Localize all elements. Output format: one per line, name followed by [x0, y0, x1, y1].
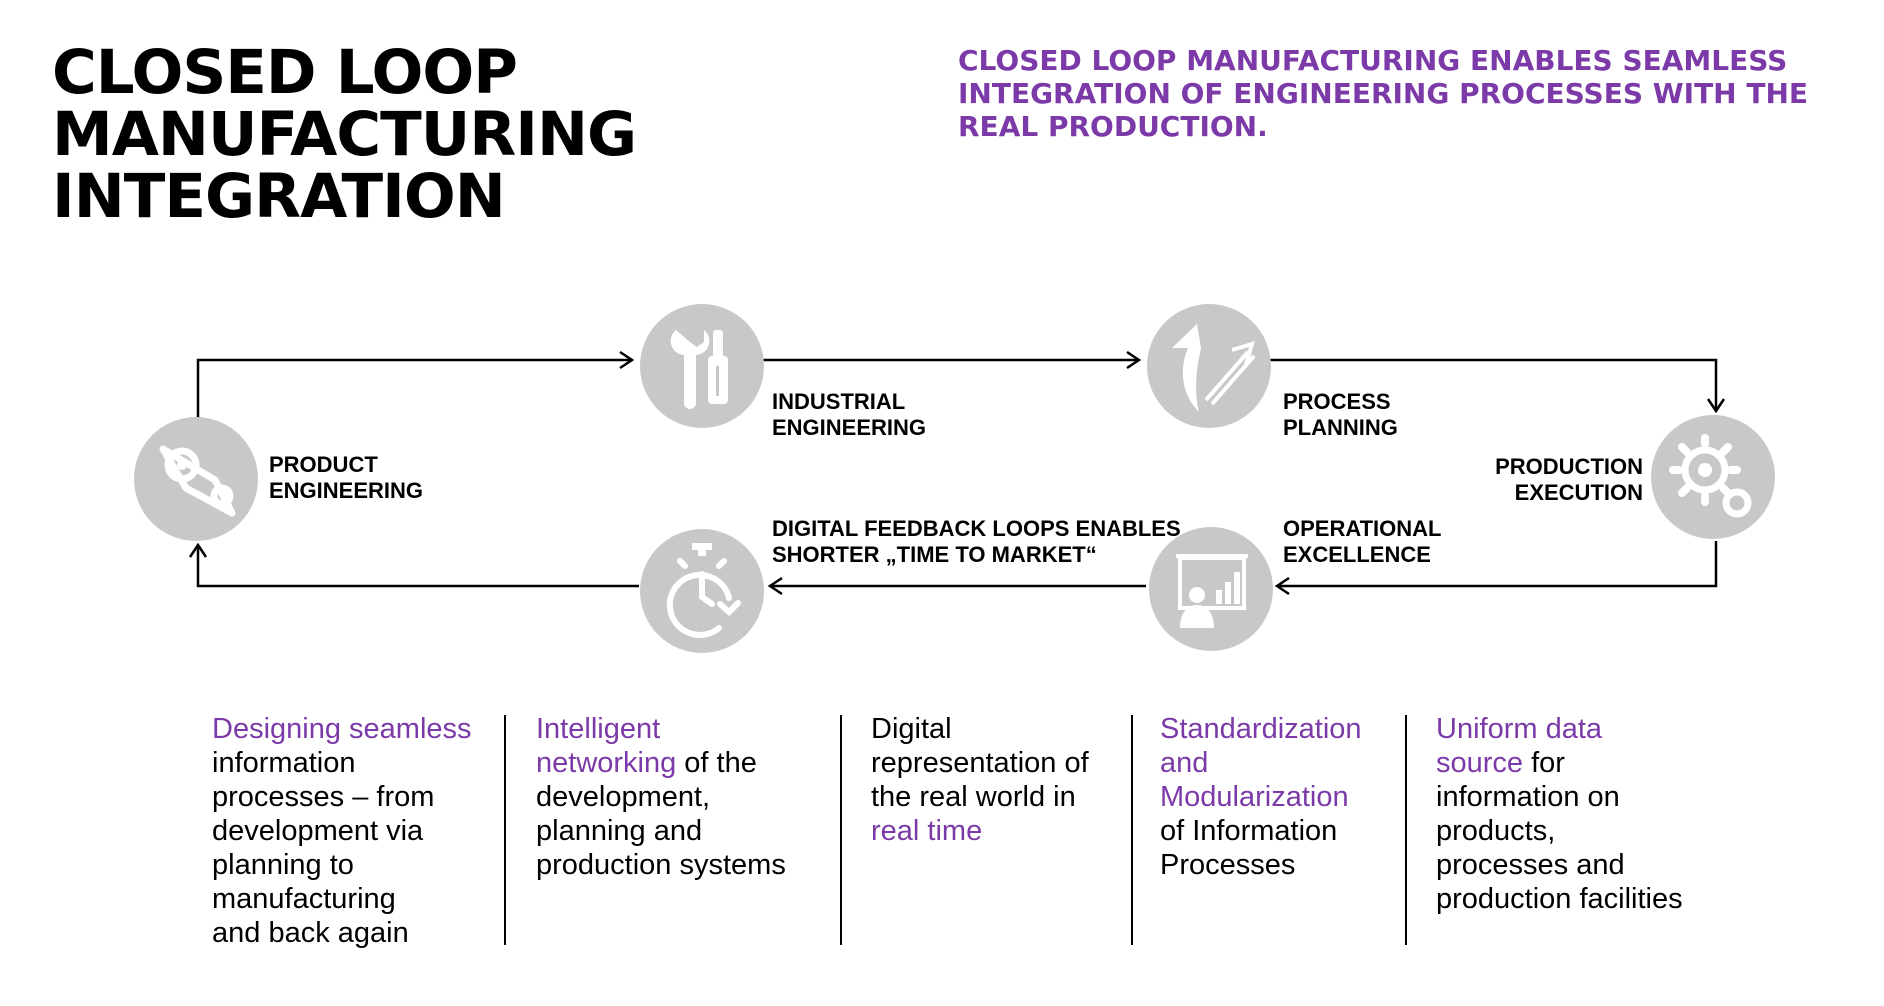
loop-connectors — [188, 350, 1726, 596]
benefit-text: processes – from — [212, 781, 435, 813]
node-label-line: EXECUTION — [1514, 480, 1643, 505]
benefit-text: Processes — [1160, 849, 1296, 881]
node-label-line: DIGITAL FEEDBACK LOOPS ENABLES — [772, 516, 1181, 541]
benefit-text: development via — [212, 815, 424, 847]
node-label-line: OPERATIONAL — [1283, 516, 1442, 541]
node-label-production-execution: PRODUCTION EXECUTION — [1495, 454, 1643, 506]
tools-icon — [640, 304, 764, 428]
column-divider — [840, 715, 842, 945]
benefit-column: Digital representation of the real world… — [871, 712, 1141, 848]
benefit-column: Standardization and Modularization of In… — [1160, 712, 1400, 882]
benefit-highlight: Standardization — [1160, 713, 1362, 745]
node-label-line: PROCESS — [1283, 389, 1391, 414]
connector-process-to-production — [1270, 358, 1718, 411]
gear-chain-icon — [134, 417, 258, 541]
benefit-highlight: Designing seamless — [212, 713, 472, 745]
arrowhead — [1274, 576, 1290, 596]
title-line: CLOSED LOOP — [52, 37, 518, 108]
benefit-text: manufacturing — [212, 883, 396, 915]
gears-icon — [1651, 415, 1775, 539]
benefit-text: products, — [1436, 815, 1556, 847]
page-title: CLOSED LOOP MANUFACTURING INTEGRATION — [52, 37, 637, 232]
title-line: MANUFACTURING — [52, 99, 637, 170]
benefit-text: information on — [1436, 781, 1620, 813]
node-label-line: ENGINEERING — [269, 478, 424, 503]
node-label-line: SHORTER „TIME TO MARKET“ — [772, 542, 1097, 567]
node-label-industrial-engineering: INDUSTRIAL ENGINEERING — [772, 389, 926, 441]
arrowhead — [619, 350, 635, 370]
presentation-icon — [1149, 527, 1273, 651]
node-label-line: INDUSTRIAL — [772, 389, 906, 414]
node-label-line: PRODUCT — [269, 452, 378, 477]
column-divider — [1131, 715, 1133, 945]
node-label-line: PLANNING — [1283, 415, 1398, 440]
arrowhead — [1706, 398, 1726, 414]
benefit-highlight: source — [1436, 747, 1524, 779]
node-label-process-planning: PROCESS PLANNING — [1283, 389, 1398, 441]
benefit-highlight: real time — [871, 815, 983, 847]
column-divider — [504, 715, 506, 945]
benefit-text: of the — [676, 747, 757, 779]
benefit-text: planning and — [536, 815, 703, 847]
subtitle: CLOSED LOOP MANUFACTURING ENABLES SEAMLE… — [958, 44, 1809, 143]
arrowhead — [1126, 350, 1142, 370]
benefit-text: of Information — [1160, 815, 1338, 847]
benefit-text: Digital — [871, 713, 952, 745]
connector-feedback-to-product — [196, 545, 639, 588]
connector-product-to-industrial — [196, 358, 632, 418]
node-label-feedback-loops: DIGITAL FEEDBACK LOOPS ENABLES SHORTER „… — [772, 516, 1181, 568]
benefit-highlight: Intelligent — [536, 713, 661, 745]
benefit-text: information — [212, 747, 356, 779]
benefit-column: Intelligent networking of the developmen… — [536, 712, 836, 882]
benefit-highlight: networking — [536, 747, 677, 779]
benefit-text: and back again — [212, 917, 409, 949]
benefit-highlight: Uniform data — [1436, 713, 1603, 745]
benefit-text: development, — [536, 781, 711, 813]
node-label-operational-excellence: OPERATIONAL EXCELLENCE — [1283, 516, 1441, 568]
node-label-line: ENGINEERING — [772, 415, 927, 440]
benefit-text: production systems — [536, 849, 786, 881]
benefit-highlight: and — [1160, 747, 1209, 779]
benefit-highlight: Modularization — [1160, 781, 1349, 813]
arrowhead — [188, 542, 208, 558]
benefit-column: Uniform data source for information on p… — [1436, 712, 1736, 916]
benefit-text: the real world in — [871, 781, 1076, 813]
arrowhead — [767, 576, 783, 596]
node-label-line: EXCELLENCE — [1283, 542, 1431, 567]
title-line: INTEGRATION — [52, 161, 506, 232]
benefit-text: planning to — [212, 849, 354, 881]
benefit-text: production facilities — [1436, 883, 1683, 915]
benefit-text: processes and — [1436, 849, 1625, 881]
benefit-column: Designing seamless information processes… — [212, 712, 502, 950]
stopwatch-icon — [640, 529, 764, 653]
benefit-text: for — [1523, 747, 1565, 779]
benefit-text: representation of — [871, 747, 1089, 779]
node-label-product-engineering: PRODUCT ENGINEERING — [269, 452, 423, 504]
column-divider — [1405, 715, 1407, 945]
connector-production-to-operational — [1277, 541, 1718, 588]
node-label-line: PRODUCTION — [1495, 454, 1643, 479]
arrows-icon — [1147, 304, 1271, 428]
